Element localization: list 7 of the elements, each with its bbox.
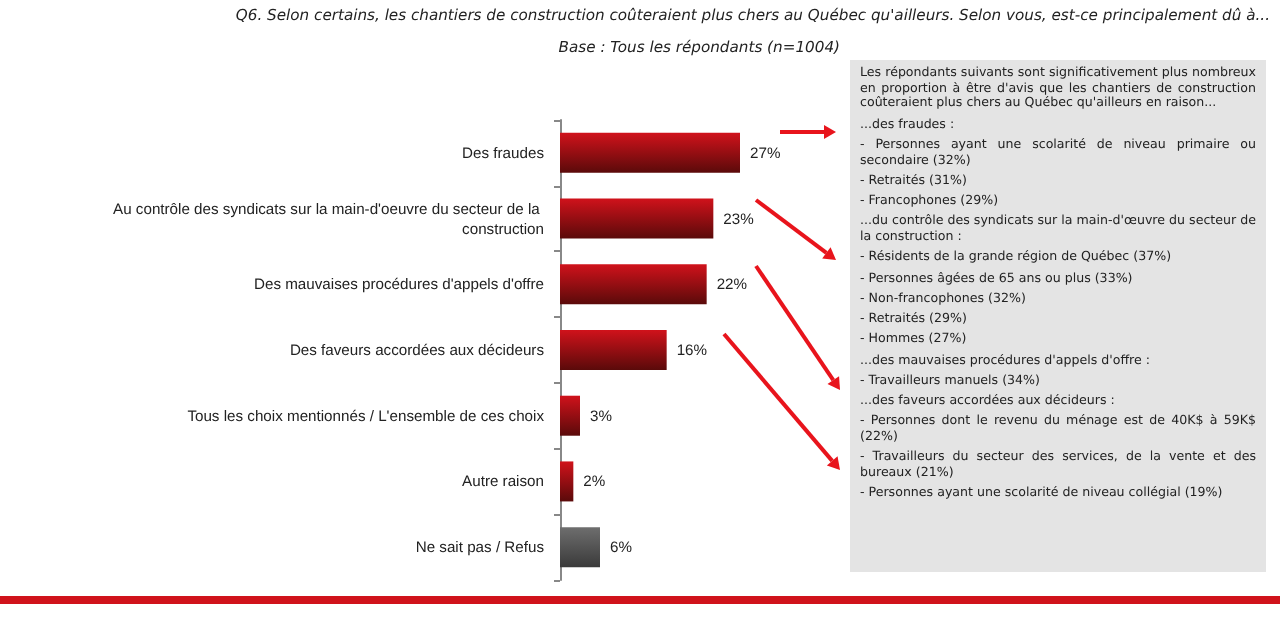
bar <box>560 330 667 370</box>
bar <box>560 132 740 173</box>
bar <box>560 395 580 436</box>
bar <box>560 264 707 305</box>
bar <box>560 461 574 502</box>
bar <box>560 198 714 239</box>
bar <box>560 527 600 568</box>
